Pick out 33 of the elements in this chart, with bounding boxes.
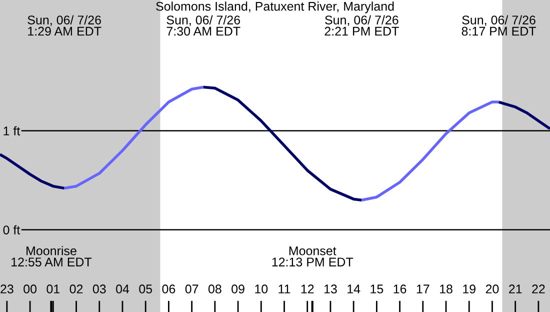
x-tick-label: 04 bbox=[116, 284, 130, 294]
x-tick-label: 21 bbox=[509, 284, 522, 294]
annotation: Moonset 12:13 PM EDT bbox=[272, 246, 354, 266]
y-tick-label: 1 ft bbox=[4, 126, 20, 136]
chart-title: Solomons Island, Patuxent River, Maryland bbox=[156, 2, 394, 14]
x-tick-label: 01 bbox=[46, 284, 60, 294]
x-tick-label: 16 bbox=[394, 284, 406, 294]
x-tick-label: 17 bbox=[416, 284, 430, 294]
annotation: Sun, 06/ 7/26 2:21 PM EDT bbox=[324, 15, 399, 36]
x-tick-label: 05 bbox=[139, 284, 152, 294]
annotation: Sun, 06/ 7/26 7:30 AM EDT bbox=[166, 15, 240, 36]
x-tick-label: 22 bbox=[532, 284, 545, 294]
x-tick-label: 02 bbox=[70, 284, 83, 294]
x-tick-label: 15 bbox=[370, 284, 384, 294]
y-tick-label: 0 ft bbox=[3, 225, 20, 234]
x-tick-label: 23 bbox=[0, 284, 14, 294]
x-tick-label: 12 bbox=[301, 284, 314, 294]
x-tick-label: 20 bbox=[486, 284, 499, 294]
annotation: Moonrise 12:55 AM EDT bbox=[12, 246, 92, 266]
x-tick-label: 09 bbox=[232, 284, 244, 294]
annotation: Sun, 06/ 7/26 8:17 PM EDT bbox=[462, 15, 536, 36]
annotation: Sun, 06/ 7/26 1:29 AM EDT bbox=[28, 15, 102, 36]
x-tick-label: 19 bbox=[463, 284, 476, 294]
x-tick-label: 18 bbox=[440, 284, 452, 294]
x-tick-label: 08 bbox=[208, 284, 222, 294]
x-tick-label: 06 bbox=[162, 284, 176, 294]
x-tick-label: 13 bbox=[324, 284, 337, 294]
x-tick-label: 00 bbox=[24, 284, 37, 294]
x-tick-label: 07 bbox=[185, 284, 198, 294]
x-tick-label: 11 bbox=[278, 284, 290, 294]
x-tick-label: 10 bbox=[255, 284, 268, 294]
x-tick-label: 03 bbox=[92, 284, 106, 294]
x-tick-label: 14 bbox=[348, 284, 360, 294]
